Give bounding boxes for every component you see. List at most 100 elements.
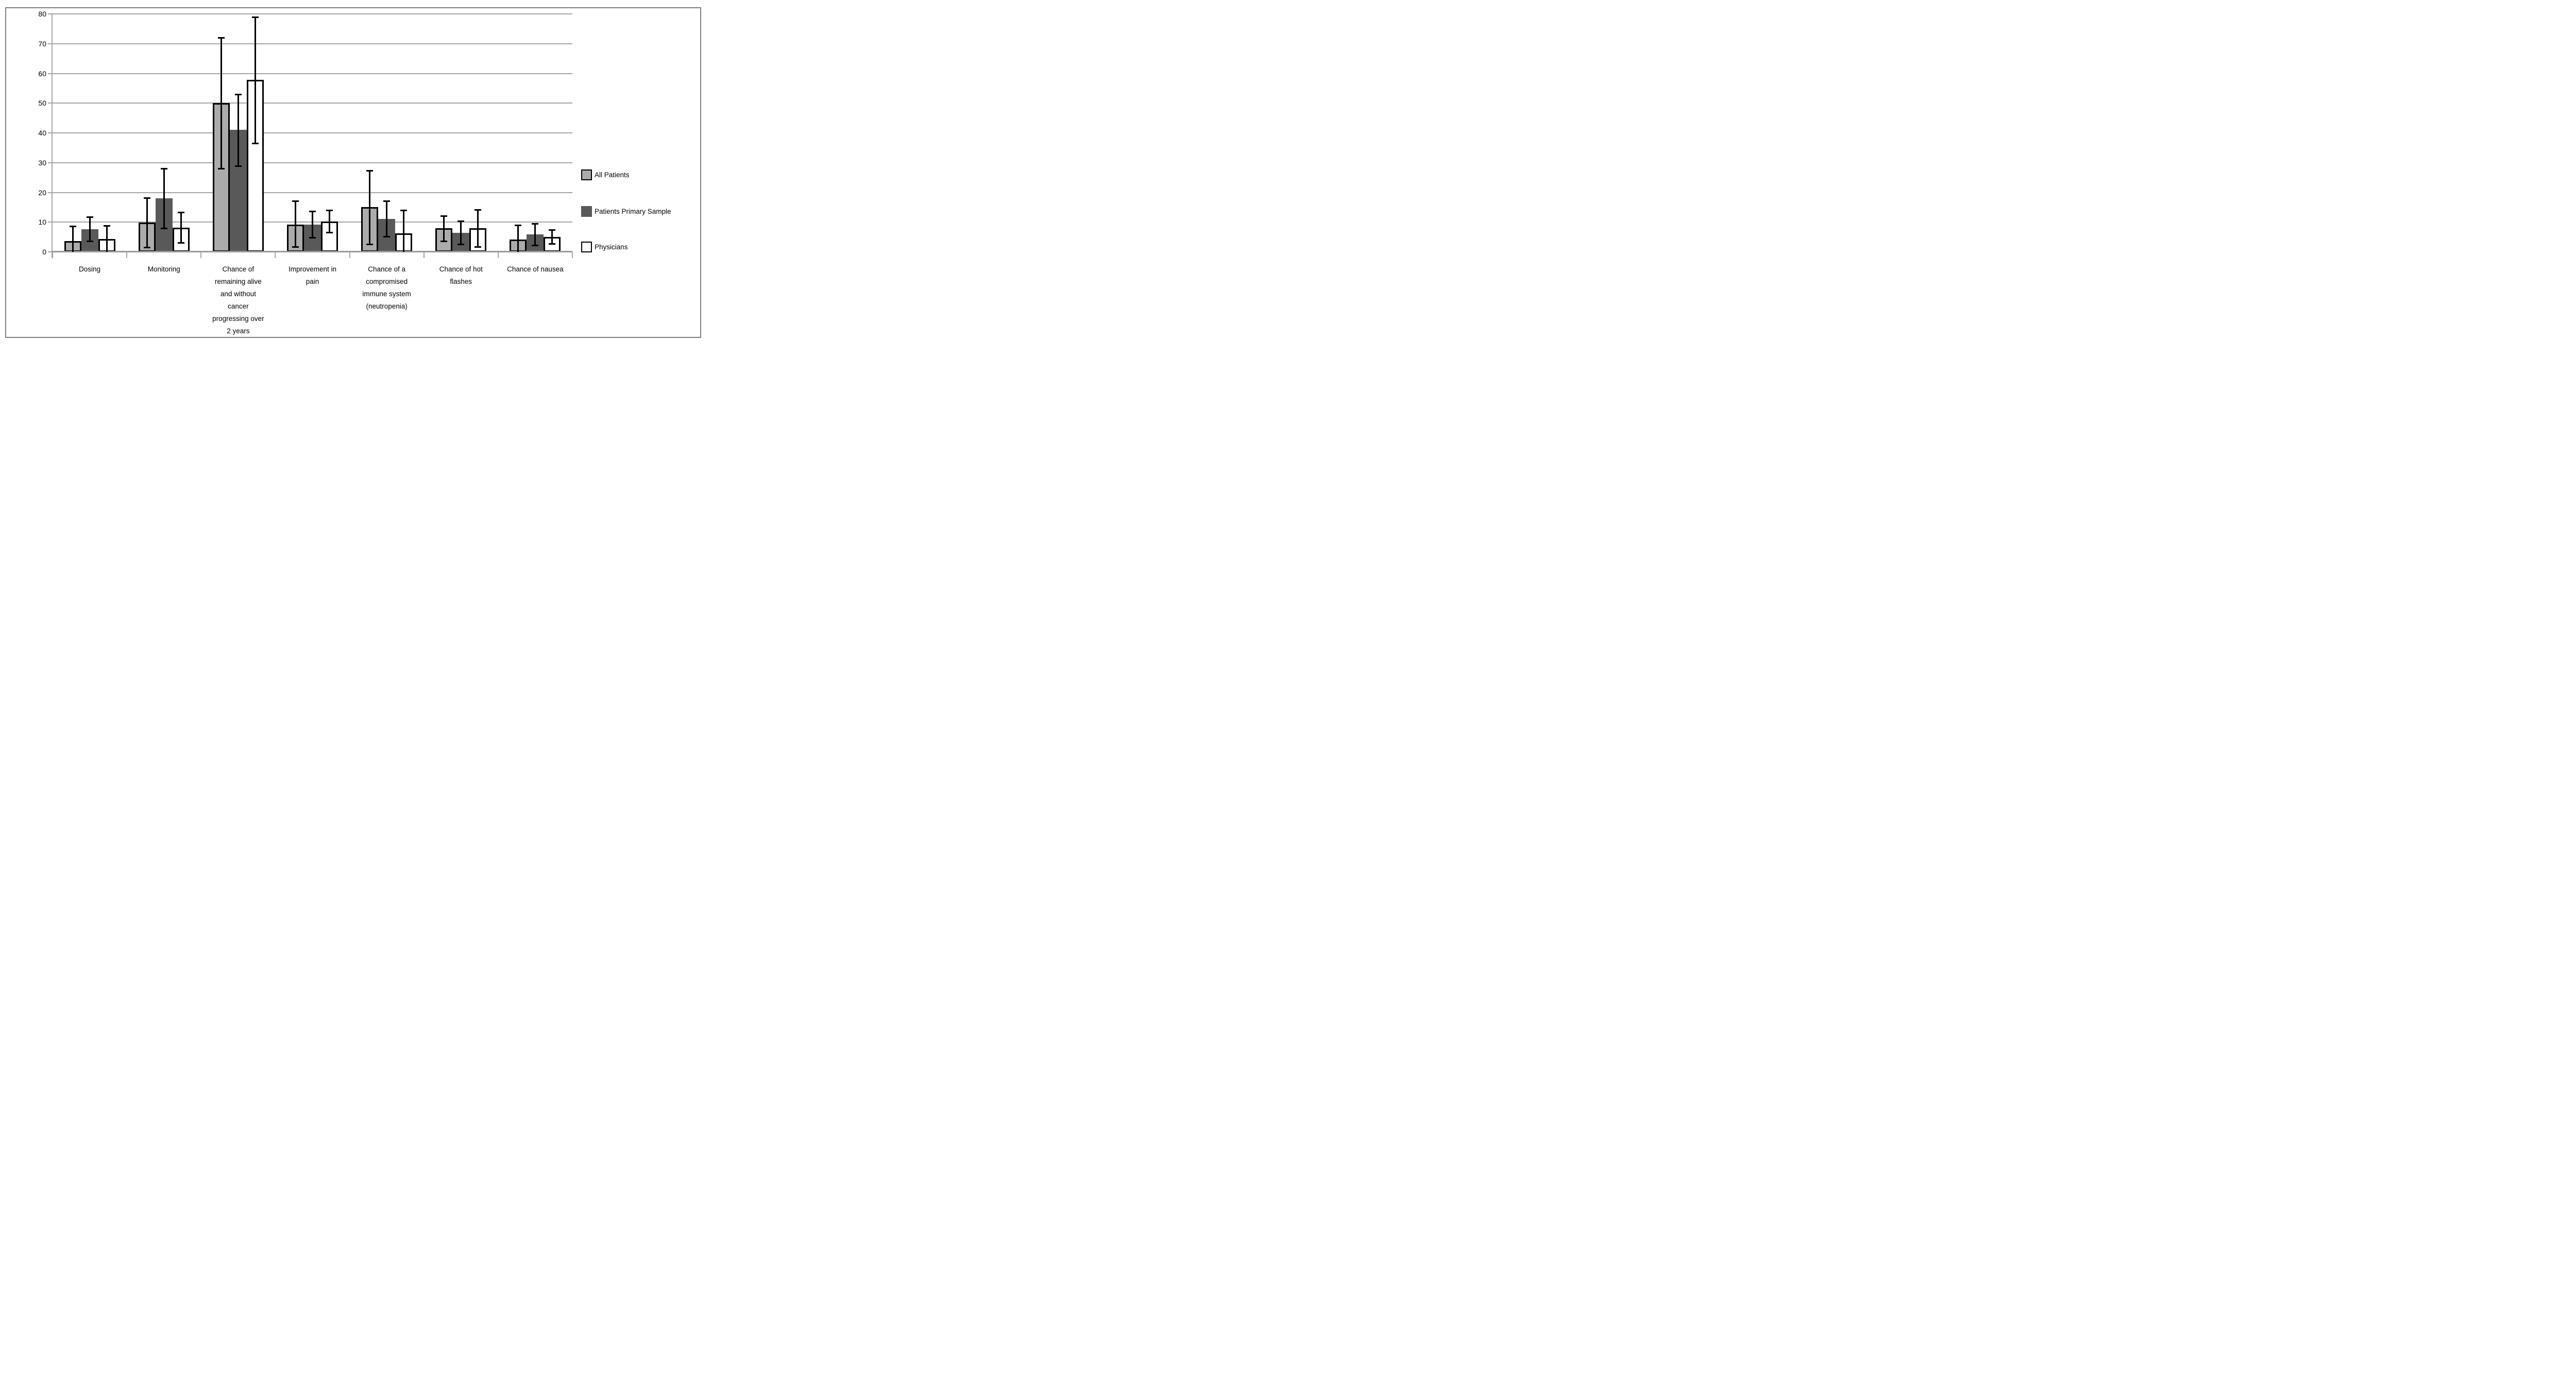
chart-canvas: Mean Relative Importance(%) 010203040506… xyxy=(0,0,706,345)
y-tick-60 xyxy=(48,73,53,74)
error-bar-cap-high-s0-cat1 xyxy=(143,197,150,199)
legend-swatch-1 xyxy=(581,206,592,217)
legend-label-0: All Patients xyxy=(595,171,630,179)
y-tick-label-50: 50 xyxy=(38,99,46,108)
error-bar-cap-high-s0-cat6 xyxy=(515,225,522,227)
category-boundary-tick-7 xyxy=(572,252,573,258)
error-bar-cap-low-s0-cat3 xyxy=(292,246,299,248)
error-bar-line-s0-cat4 xyxy=(369,170,371,244)
error-bar-line-s1-cat4 xyxy=(386,201,388,236)
category-label-1: Monitoring xyxy=(147,265,180,273)
y-tick-20 xyxy=(48,192,53,193)
y-tick-label-70: 70 xyxy=(38,39,46,48)
gridline-20 xyxy=(53,192,572,193)
error-bar-cap-low-s1-cat6 xyxy=(532,245,539,247)
error-bar-cap-high-s1-cat0 xyxy=(86,216,93,218)
error-bar-cap-high-s0-cat4 xyxy=(366,169,374,172)
y-tick-10 xyxy=(48,222,53,223)
error-bar-cap-low-s1-cat4 xyxy=(383,235,391,237)
error-bar-cap-low-s1-cat5 xyxy=(457,243,465,245)
y-tick-label-10: 10 xyxy=(38,218,46,227)
error-bar-cap-low-s2-cat3 xyxy=(326,232,333,234)
category-boundary-tick-6 xyxy=(497,252,499,258)
legend-label-2: Physicians xyxy=(595,243,628,251)
error-bar-line-s2-cat5 xyxy=(477,209,479,247)
category-boundary-tick-3 xyxy=(275,252,276,258)
error-bar-cap-low-s1-cat1 xyxy=(160,228,167,230)
y-tick-80 xyxy=(48,13,53,14)
error-bar-cap-high-s0-cat0 xyxy=(69,226,76,228)
error-bar-line-s0-cat3 xyxy=(295,201,296,247)
error-bar-line-s0-cat5 xyxy=(443,216,445,242)
error-bar-cap-low-s1-cat2 xyxy=(234,165,242,167)
error-bar-cap-high-s1-cat4 xyxy=(383,200,391,202)
error-bar-line-s1-cat2 xyxy=(237,94,239,166)
x-axis-line xyxy=(53,251,572,252)
error-bar-cap-low-s0-cat4 xyxy=(366,243,374,245)
error-bar-line-s2-cat2 xyxy=(254,16,256,144)
error-bar-line-s0-cat6 xyxy=(517,225,519,252)
error-bar-line-s1-cat0 xyxy=(89,216,91,241)
category-label-3: Improvement in pain xyxy=(288,265,337,285)
legend-label-1: Patients Primary Sample xyxy=(595,207,671,215)
error-bar-cap-low-s2-cat6 xyxy=(549,243,556,245)
error-bar-cap-low-s1-cat0 xyxy=(86,240,93,242)
error-bar-cap-low-s2-cat2 xyxy=(251,143,259,145)
category-label-0: Dosing xyxy=(79,265,101,273)
y-tick-label-40: 40 xyxy=(38,129,46,137)
error-bar-line-s1-cat6 xyxy=(534,223,536,246)
category-boundary-tick-0 xyxy=(52,252,53,258)
error-bar-line-s2-cat0 xyxy=(106,226,108,252)
gridline-60 xyxy=(53,73,572,74)
error-bar-cap-high-s0-cat3 xyxy=(292,200,299,202)
error-bar-cap-low-s2-cat5 xyxy=(474,246,482,248)
y-tick-40 xyxy=(48,132,53,133)
error-bar-line-s0-cat2 xyxy=(220,38,222,169)
legend-item-1: Patients Primary Sample xyxy=(581,206,671,217)
category-boundary-tick-1 xyxy=(126,252,128,258)
error-bar-cap-high-s1-cat6 xyxy=(532,223,539,225)
error-bar-line-s2-cat6 xyxy=(551,229,553,244)
y-tick-label-20: 20 xyxy=(38,188,46,197)
y-axis-line xyxy=(52,14,53,258)
error-bar-cap-high-s2-cat2 xyxy=(251,16,259,18)
y-tick-label-30: 30 xyxy=(38,158,46,167)
error-bar-cap-low-s1-cat3 xyxy=(309,237,316,239)
category-label-5: Chance of hot flashes xyxy=(439,265,483,285)
error-bar-line-s2-cat3 xyxy=(329,210,330,233)
gridline-30 xyxy=(53,162,572,163)
error-bar-cap-high-s0-cat5 xyxy=(440,215,448,217)
error-bar-line-s0-cat0 xyxy=(72,226,74,252)
error-bar-line-s1-cat1 xyxy=(163,168,165,229)
error-bar-cap-low-s0-cat2 xyxy=(217,168,225,170)
error-bar-cap-low-s0-cat5 xyxy=(440,241,448,243)
y-tick-70 xyxy=(48,43,53,44)
error-bar-line-s2-cat4 xyxy=(403,210,405,252)
legend-swatch-0 xyxy=(581,169,592,180)
gridline-40 xyxy=(53,132,572,133)
error-bar-cap-high-s1-cat5 xyxy=(457,220,465,222)
error-bar-cap-high-s2-cat4 xyxy=(400,209,408,211)
y-tick-30 xyxy=(48,162,53,163)
error-bar-cap-high-s1-cat3 xyxy=(309,210,316,212)
category-label-4: Chance of a compromised immune system (neut… xyxy=(362,265,411,310)
category-label-6: Chance of nausea xyxy=(507,265,564,273)
legend-swatch-2 xyxy=(581,241,592,252)
category-label-2: Chance of remaining alive and without cance… xyxy=(212,265,264,335)
error-bar-cap-high-s2-cat5 xyxy=(474,209,482,211)
error-bar-cap-high-s2-cat0 xyxy=(103,225,110,227)
error-bar-cap-high-s0-cat2 xyxy=(217,37,225,39)
y-tick-0 xyxy=(48,251,53,252)
y-tick-label-80: 80 xyxy=(38,10,46,18)
gridline-50 xyxy=(53,103,572,104)
error-bar-cap-low-s0-cat1 xyxy=(143,246,150,248)
y-tick-label-0: 0 xyxy=(42,248,46,256)
error-bar-line-s1-cat5 xyxy=(460,220,462,244)
category-boundary-tick-5 xyxy=(423,252,425,258)
error-bar-cap-high-s1-cat2 xyxy=(234,93,242,95)
error-bar-line-s1-cat3 xyxy=(312,211,313,238)
gridline-80 xyxy=(53,13,572,14)
legend-item-0: All Patients xyxy=(581,169,630,180)
plot-area: 0 10 20 30 40 50 60 70 80 Dosing Monitoring Chance … xyxy=(38,10,573,335)
error-bar-line-s0-cat1 xyxy=(146,197,148,247)
